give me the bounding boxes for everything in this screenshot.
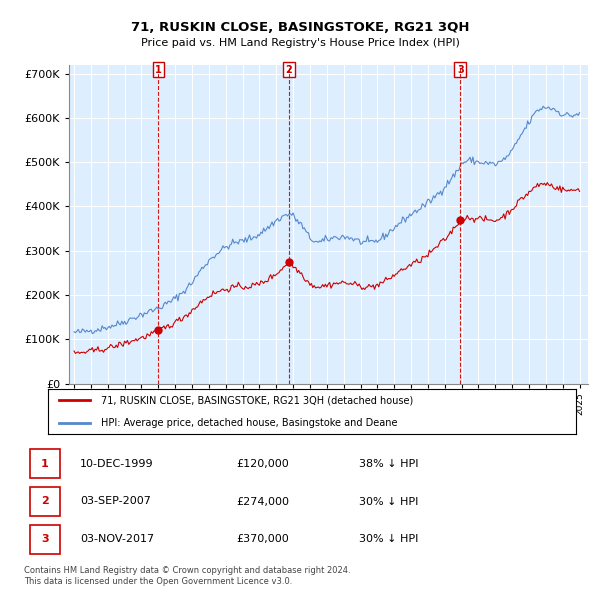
Text: HPI: Average price, detached house, Basingstoke and Deane: HPI: Average price, detached house, Basi… xyxy=(101,418,397,428)
Text: 71, RUSKIN CLOSE, BASINGSTOKE, RG21 3QH: 71, RUSKIN CLOSE, BASINGSTOKE, RG21 3QH xyxy=(131,21,469,34)
Text: 3: 3 xyxy=(41,535,49,544)
Text: 1: 1 xyxy=(41,459,49,468)
Text: 03-SEP-2007: 03-SEP-2007 xyxy=(80,497,151,506)
Bar xyxy=(29,449,60,478)
Bar xyxy=(29,525,60,554)
Text: 71, RUSKIN CLOSE, BASINGSTOKE, RG21 3QH (detached house): 71, RUSKIN CLOSE, BASINGSTOKE, RG21 3QH … xyxy=(101,395,413,405)
Text: 30% ↓ HPI: 30% ↓ HPI xyxy=(359,535,418,544)
Text: £120,000: £120,000 xyxy=(236,459,289,468)
Text: 2: 2 xyxy=(41,497,49,506)
Text: 38% ↓ HPI: 38% ↓ HPI xyxy=(359,459,418,468)
Text: Contains HM Land Registry data © Crown copyright and database right 2024.
This d: Contains HM Land Registry data © Crown c… xyxy=(24,566,350,586)
Text: 30% ↓ HPI: 30% ↓ HPI xyxy=(359,497,418,506)
Text: 2: 2 xyxy=(286,65,292,75)
Text: 03-NOV-2017: 03-NOV-2017 xyxy=(80,535,154,544)
Text: 1: 1 xyxy=(155,65,161,75)
Text: £274,000: £274,000 xyxy=(236,497,289,506)
Text: 10-DEC-1999: 10-DEC-1999 xyxy=(80,459,154,468)
Text: £370,000: £370,000 xyxy=(236,535,289,544)
Text: 3: 3 xyxy=(457,65,464,75)
Text: Price paid vs. HM Land Registry's House Price Index (HPI): Price paid vs. HM Land Registry's House … xyxy=(140,38,460,48)
Bar xyxy=(29,487,60,516)
